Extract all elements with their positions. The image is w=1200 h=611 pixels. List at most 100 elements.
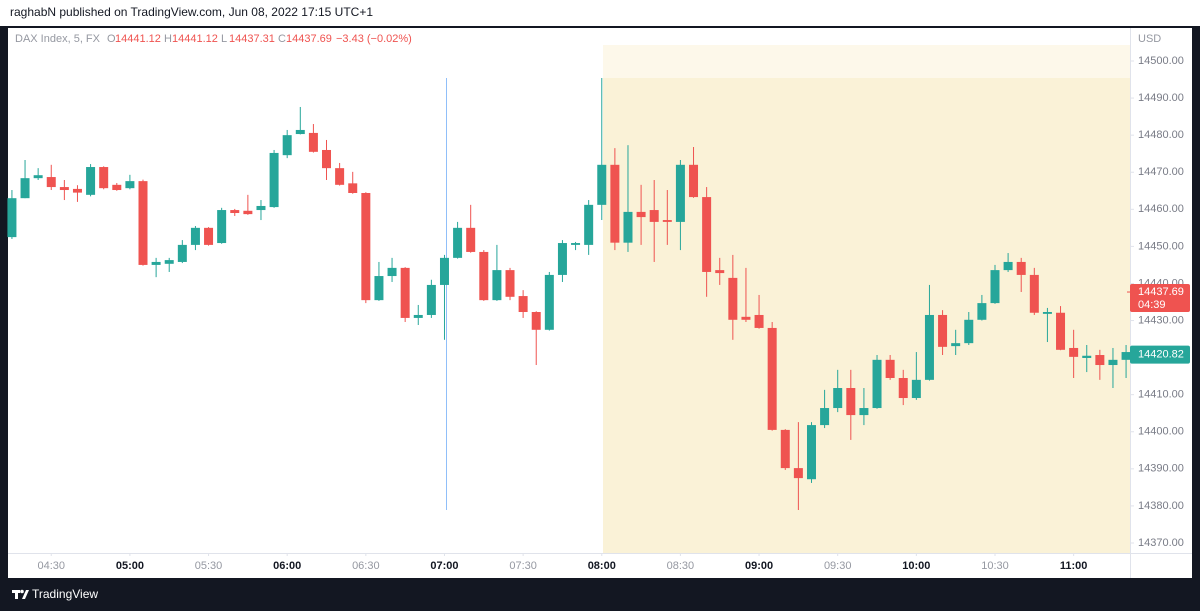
- candle-body: [308, 132, 318, 152]
- candle-body: [675, 164, 685, 222]
- session-highlight-top: [603, 45, 1130, 78]
- price-label: 14437.69: [1138, 286, 1184, 298]
- candle-body: [453, 227, 463, 258]
- candle-body: [151, 261, 161, 265]
- candle-body: [662, 220, 672, 222]
- price-label-box: [1130, 345, 1190, 364]
- candle-body: [571, 243, 581, 245]
- candle-body: [715, 270, 725, 274]
- y-tick-label: 14380.00: [1138, 500, 1184, 512]
- candle-body: [872, 359, 882, 409]
- y-tick-label: 14410.00: [1138, 389, 1184, 401]
- candle-body: [754, 314, 764, 328]
- ohlc-label: H: [164, 33, 172, 45]
- candle-body: [269, 152, 279, 208]
- candle-body: [793, 468, 803, 479]
- candle-body: [689, 164, 699, 198]
- x-tick-label: 11:00: [1060, 560, 1088, 572]
- currency: USD: [1138, 33, 1161, 45]
- candle-body: [597, 164, 607, 205]
- candle-body: [938, 314, 948, 347]
- candle-body: [518, 296, 528, 313]
- x-tick-label: 06:30: [352, 560, 380, 572]
- y-tick-label: 14470.00: [1138, 166, 1184, 178]
- candle-body: [59, 187, 69, 191]
- x-tick-label: 10:00: [902, 560, 930, 572]
- candle-body: [964, 319, 974, 344]
- plot: [7, 78, 1131, 510]
- candle-body: [413, 314, 423, 318]
- candle-body: [204, 227, 214, 245]
- price-label-box: [1130, 284, 1190, 313]
- candle-body: [557, 243, 567, 275]
- x-tick-label: 09:00: [745, 560, 773, 572]
- session-highlight: [603, 78, 1130, 553]
- candle-body: [505, 270, 515, 297]
- candle-body: [230, 210, 240, 214]
- y-tick-label: 14400.00: [1138, 426, 1184, 438]
- candle-body: [1121, 352, 1131, 360]
- candle-body: [426, 284, 436, 315]
- candle-body: [898, 378, 908, 399]
- x-tick-label: 08:30: [667, 560, 695, 572]
- ohlc-value: 14437.31: [229, 33, 275, 45]
- y-tick-label: 14370.00: [1138, 537, 1184, 549]
- ohlc-label: C: [278, 33, 286, 45]
- ohlc-label: L: [221, 33, 227, 45]
- x-tick-label: 05:00: [116, 560, 144, 572]
- candle-body: [72, 188, 82, 193]
- candle-body: [322, 149, 332, 169]
- x-tick-label: 10:30: [981, 560, 1009, 572]
- candle-body: [177, 244, 187, 262]
- candle-body: [767, 327, 777, 430]
- candle-body: [911, 379, 921, 399]
- candle-body: [1069, 347, 1079, 357]
- logo-part: [22, 590, 29, 599]
- candle-body: [636, 211, 646, 218]
- change: −3.43 (−0.02%): [336, 33, 412, 45]
- candle-body: [990, 270, 1000, 304]
- candle-body: [20, 178, 30, 199]
- x-tick-label: 05:30: [195, 560, 223, 572]
- x-tick-label: 04:30: [37, 560, 65, 572]
- candle-body: [361, 192, 371, 301]
- ohlc-label: O: [107, 33, 116, 45]
- symbol: DAX Index, 5, FX: [15, 33, 101, 45]
- candle-body: [833, 388, 843, 409]
- candle-body: [46, 177, 56, 188]
- candle-body: [1042, 312, 1052, 314]
- ohlc-value: 14441.12: [115, 33, 161, 45]
- candle-body: [1095, 355, 1105, 366]
- candle-body: [1056, 312, 1066, 350]
- candle-body: [7, 198, 17, 238]
- candle-body: [33, 175, 43, 179]
- x-tick-label: 08:00: [588, 560, 616, 572]
- candle-body: [780, 429, 790, 469]
- candle-body: [977, 303, 987, 320]
- candle-body: [86, 167, 96, 195]
- candle-body: [400, 267, 410, 318]
- candle-body: [623, 211, 633, 243]
- candle-body: [806, 425, 816, 480]
- y-tick-label: 14490.00: [1138, 92, 1184, 104]
- candle-body: [820, 408, 830, 426]
- candle-body: [951, 343, 961, 347]
- y-tick-label: 14430.00: [1138, 314, 1184, 326]
- candle-body: [348, 183, 358, 193]
- logo-part: [20, 589, 24, 594]
- candle-body: [859, 408, 869, 416]
- candle-body: [374, 276, 384, 301]
- candle-body: [544, 274, 554, 330]
- x-tick-label: 07:00: [430, 560, 458, 572]
- candle-body: [125, 181, 135, 189]
- candle-body: [531, 312, 541, 330]
- candle-body: [924, 314, 934, 380]
- candle-body: [885, 359, 895, 378]
- candle-body: [479, 251, 489, 301]
- candle-body: [610, 164, 620, 243]
- x-tick-label: 06:00: [273, 560, 301, 572]
- publish-info: raghabN published on TradingView.com, Ju…: [10, 5, 373, 19]
- candle-body: [243, 210, 253, 215]
- ohlc-value: 14441.12: [172, 33, 218, 45]
- price-countdown: 04:39: [1138, 299, 1166, 311]
